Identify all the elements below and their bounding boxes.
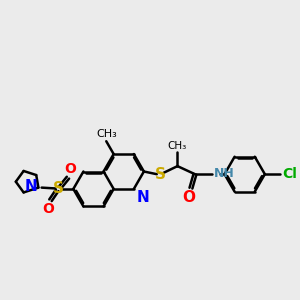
Text: O: O (182, 190, 195, 205)
Text: O: O (42, 202, 54, 216)
Text: S: S (154, 167, 166, 182)
Text: NH: NH (214, 167, 235, 180)
Text: Cl: Cl (282, 167, 297, 181)
Text: CH₃: CH₃ (168, 141, 187, 151)
Text: N: N (136, 190, 149, 205)
Text: O: O (64, 162, 76, 176)
Text: S: S (53, 182, 64, 196)
Text: CH₃: CH₃ (96, 129, 117, 140)
Text: N: N (25, 179, 38, 194)
